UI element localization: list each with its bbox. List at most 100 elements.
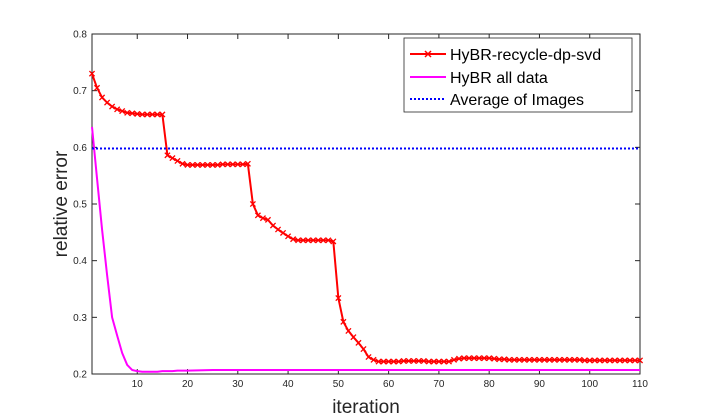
series-1-marker xyxy=(129,110,136,117)
series-1-marker xyxy=(139,111,146,118)
x-tick-label: 80 xyxy=(484,379,496,390)
series-1-marker xyxy=(425,358,432,365)
series-1-marker xyxy=(189,161,196,168)
series-1-marker xyxy=(229,161,236,168)
series-1-marker xyxy=(546,356,553,363)
x-tick-label: 40 xyxy=(283,379,295,390)
series-1-marker xyxy=(134,110,141,117)
series-1-marker xyxy=(380,358,387,365)
series-1-marker xyxy=(295,237,302,244)
series-1-marker xyxy=(606,357,613,364)
series-1-marker xyxy=(144,111,151,118)
series-1-marker xyxy=(476,355,483,362)
series-1-marker xyxy=(471,355,478,362)
y-tick-label: 0.8 xyxy=(73,30,87,41)
series-1-marker xyxy=(626,357,634,364)
x-axis-label: iteration xyxy=(332,397,400,418)
series-1-marker xyxy=(259,215,266,222)
series-1-marker xyxy=(466,355,473,362)
series-1-marker xyxy=(405,357,412,365)
x-tick-label: 110 xyxy=(632,379,648,390)
series-1-marker xyxy=(586,357,593,364)
series-1-marker xyxy=(290,236,297,243)
y-tick-label: 0.6 xyxy=(73,143,87,154)
y-tick-label: 0.3 xyxy=(73,313,87,324)
x-tick-label: 30 xyxy=(232,379,244,390)
series-1-marker xyxy=(631,357,639,364)
x-tick-label: 10 xyxy=(132,379,144,390)
series-1-marker xyxy=(596,357,603,364)
series-1-marker xyxy=(581,357,588,364)
series-1-marker xyxy=(561,356,568,363)
series-1-marker xyxy=(234,161,241,168)
series-1-marker xyxy=(244,160,251,167)
series-1-marker xyxy=(365,353,372,361)
series-1-marker xyxy=(445,358,453,365)
series-1-marker xyxy=(506,356,513,363)
x-tick-label: 70 xyxy=(433,379,445,390)
series-1-marker xyxy=(194,161,201,168)
series-1-marker xyxy=(224,161,231,168)
y-axis-ticks: 0.2 0.3 0.4 0.5 0.6 0.7 0.8 xyxy=(73,30,640,381)
series-1-marker xyxy=(285,233,292,240)
series-1-marker xyxy=(481,355,488,362)
series-1-marker xyxy=(340,318,347,325)
series-1-marker xyxy=(536,356,543,363)
series-1-marker xyxy=(159,111,166,118)
series-1-marker xyxy=(335,295,342,302)
series-1-marker xyxy=(325,237,332,244)
series-1-marker xyxy=(149,111,156,118)
series-1-marker xyxy=(455,355,463,362)
series-1-marker xyxy=(400,357,407,365)
series-1-marker xyxy=(496,356,503,363)
y-tick-label: 0.7 xyxy=(73,86,87,97)
series-1-marker xyxy=(531,356,538,363)
series-1-marker xyxy=(169,155,176,162)
x-axis-ticks: 10 20 30 40 50 60 70 80 90 100 110 xyxy=(132,34,648,390)
series-1-marker xyxy=(219,161,226,168)
series-1-marker xyxy=(370,356,377,363)
series-1-marker xyxy=(264,216,272,223)
y-axis-label: relative error xyxy=(51,150,72,257)
series-1-marker xyxy=(440,358,447,365)
legend-label-series-3: Average of Images xyxy=(450,92,584,109)
series-1-marker xyxy=(385,358,392,365)
series-1-marker xyxy=(566,356,573,363)
series-1-marker xyxy=(486,355,493,362)
legend-label-series-2: HyBR all data xyxy=(450,70,548,87)
series-1-marker xyxy=(491,355,498,362)
legend: HyBR-recycle-dp-svd HyBR all data Averag… xyxy=(403,37,633,113)
series-1-marker xyxy=(390,358,397,365)
y-tick-label: 0.5 xyxy=(73,200,87,211)
series-1-marker xyxy=(420,357,427,365)
series-1-marker xyxy=(98,94,106,101)
series-1-marker xyxy=(204,161,211,168)
series-1-marker xyxy=(310,237,317,244)
series-1-marker xyxy=(616,357,623,364)
series-1-marker xyxy=(576,356,583,363)
series-1-marker xyxy=(430,358,437,365)
series-1-marker xyxy=(300,237,307,244)
x-tick-label: 20 xyxy=(182,379,194,390)
series-1-marker xyxy=(274,226,282,233)
series-1-marker xyxy=(174,157,181,164)
series-1-marker xyxy=(521,356,528,363)
series-1-marker xyxy=(511,356,518,363)
series-1-marker xyxy=(305,237,312,244)
series-1-marker xyxy=(375,358,382,365)
series-1-marker xyxy=(269,222,277,229)
series-1-marker xyxy=(360,346,367,353)
y-tick-label: 0.2 xyxy=(73,370,87,381)
series-1-marker xyxy=(541,356,548,363)
series-1-marker xyxy=(571,356,578,363)
series-1-marker xyxy=(104,99,111,106)
x-tick-label: 90 xyxy=(534,379,546,390)
series-1-marker xyxy=(164,152,171,159)
series-1-marker xyxy=(621,357,628,364)
series-1-marker xyxy=(88,70,96,77)
series-1-marker xyxy=(179,160,186,167)
series-1-marker xyxy=(320,237,327,244)
x-tick-label: 60 xyxy=(383,379,395,390)
series-1-marker xyxy=(345,327,352,334)
